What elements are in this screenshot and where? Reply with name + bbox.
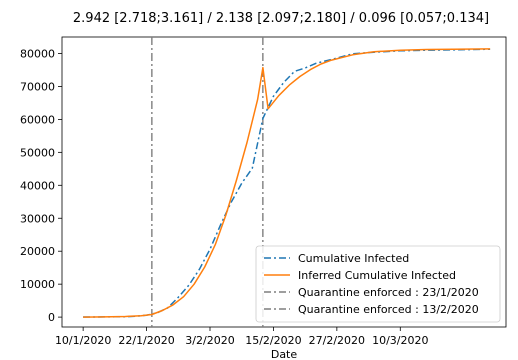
legend-label: Quarantine enforced : 13/2/2020	[298, 303, 479, 316]
legend: Cumulative Infected Inferred Cumulative I…	[255, 245, 501, 323]
y-tick-label: 50000	[20, 146, 55, 159]
x-tick-label: 10/3/2020	[372, 334, 428, 347]
legend-label: Quarantine enforced : 23/1/2020	[298, 286, 479, 299]
series-line-2	[83, 48, 491, 318]
y-tick-label: 20000	[20, 245, 55, 258]
x-tick-label: 27/2/2020	[309, 334, 365, 347]
y-tick-label: 70000	[20, 80, 55, 93]
x-tick-label: 3/2/2020	[185, 334, 234, 347]
legend-label: Inferred Cumulative Infected	[298, 269, 456, 282]
x-axis-label: Date	[271, 348, 298, 360]
x-tick-label: 10/1/2020	[55, 334, 111, 347]
axes-layer: 0 10000 20000 30000 40000 50000 60000 70000 8000…	[20, 47, 428, 347]
chart-title: 2.942 [2.718;3.161] / 2.138 [2.097;2.180…	[73, 11, 489, 26]
legend-label: Cumulative Infected	[298, 252, 409, 265]
y-tick-label: 0	[48, 311, 55, 324]
x-tick-label: 15/2/2020	[245, 334, 301, 347]
y-tick-label: 10000	[20, 278, 55, 291]
y-tick-label: 40000	[20, 179, 55, 192]
y-tick-label: 60000	[20, 113, 55, 126]
y-tick-label: 30000	[20, 212, 55, 225]
x-tick-label: 22/1/2020	[118, 334, 174, 347]
quarantine-lines	[151, 37, 264, 327]
plot-frame	[61, 36, 507, 328]
y-tick-label: 80000	[20, 47, 55, 60]
series-layer	[83, 48, 491, 318]
legend-box	[255, 245, 501, 323]
